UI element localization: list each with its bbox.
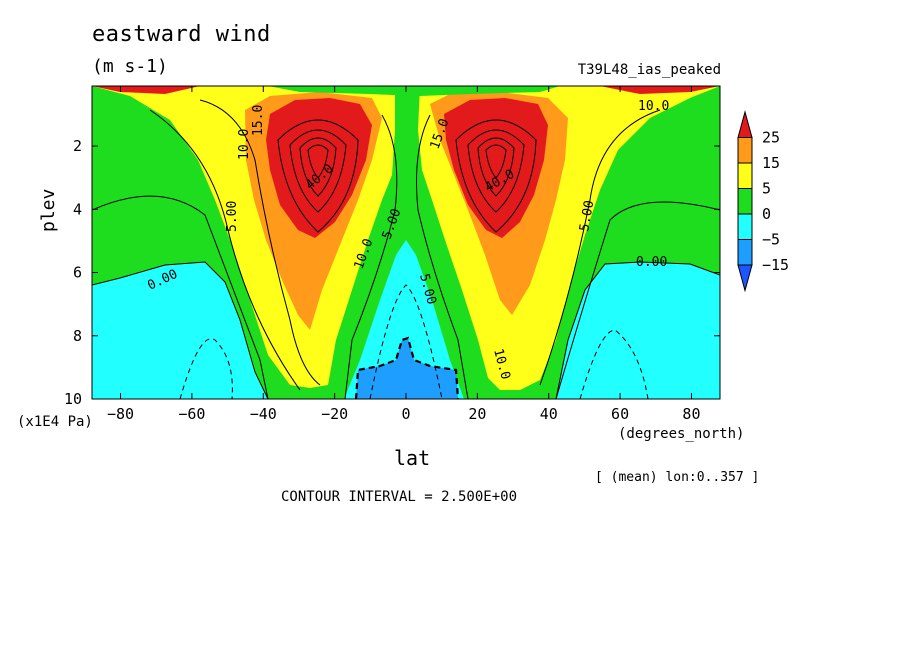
y-axis: 2 4 6 8 10 <box>64 137 720 408</box>
band-jet-north <box>444 98 548 238</box>
x-tick-label: 20 <box>468 405 486 423</box>
contour-interval: CONTOUR INTERVAL = 2.500E+00 <box>281 489 518 505</box>
colorbar-swatch <box>737 137 753 164</box>
dashed-minus-5-contour <box>354 336 460 399</box>
y-tick-label: 6 <box>73 264 82 282</box>
x-axis-unit: (degrees_north) <box>618 426 745 442</box>
band-strong-easterly <box>356 338 458 399</box>
colorbar-label: 15 <box>762 154 780 172</box>
colorbar-triangle-bottom <box>737 264 753 293</box>
contour-label: 10.0 <box>237 129 252 160</box>
x-axis-label: lat <box>394 446 431 470</box>
band-easterly-south <box>92 262 268 399</box>
x-tick-label: −80 <box>107 405 134 423</box>
band-top-green <box>268 86 560 96</box>
x-tick-label: −20 <box>321 405 348 423</box>
colorbar-label: −15 <box>762 256 789 274</box>
mean-note: [ (mean) lon:0..357 ] <box>595 470 760 485</box>
x-tick-label: 40 <box>540 405 558 423</box>
colorbar-label: 0 <box>762 205 771 223</box>
units-label: (m s-1) <box>92 56 168 77</box>
contour-label: 5.00 <box>225 201 240 232</box>
contour-label: 0.00 <box>636 255 667 270</box>
band-top-red-south <box>92 86 200 94</box>
colorbar-swatch <box>737 213 753 240</box>
band-top-red-north <box>600 86 720 94</box>
y-tick-label: 10 <box>64 390 82 408</box>
y-axis-label: plev <box>38 188 59 232</box>
colorbar-swatch <box>737 162 753 189</box>
negative-contours <box>179 284 649 399</box>
band-jet-south <box>266 98 372 238</box>
contour-label: 10.0 <box>638 99 669 114</box>
x-tick-label: −40 <box>250 405 277 423</box>
y-axis-unit: (x1E4 Pa) <box>17 414 93 430</box>
x-tick-label: 0 <box>401 405 410 423</box>
x-axis: −80 −60 −40 −20 0 20 40 60 80 <box>107 86 700 423</box>
x-tick-label: −60 <box>178 405 205 423</box>
contour-label: 15.0 <box>251 105 266 136</box>
y-tick-label: 2 <box>73 137 82 155</box>
colorbar-label: −5 <box>762 231 780 249</box>
contour-lines <box>92 99 720 399</box>
band-easterly-north <box>556 262 720 399</box>
y-tick-label: 4 <box>73 200 82 218</box>
y-tick-label: 8 <box>73 327 82 345</box>
colorbar-swatch <box>737 188 753 215</box>
dataset-label: T39L48_ias_peaked <box>577 62 721 78</box>
colorbar-label: 5 <box>762 180 771 198</box>
colorbar-triangle-top <box>737 110 753 138</box>
colorbar-swatch <box>737 239 753 266</box>
colorbar: 25 15 5 0 −5 −15 <box>737 110 789 293</box>
chart-title: eastward wind <box>92 22 271 47</box>
x-tick-label: 80 <box>682 405 700 423</box>
x-tick-label: 60 <box>611 405 629 423</box>
colorbar-label: 25 <box>762 129 780 147</box>
band-easterly-equator <box>344 240 464 399</box>
contour-label: 5.00 <box>577 199 597 232</box>
